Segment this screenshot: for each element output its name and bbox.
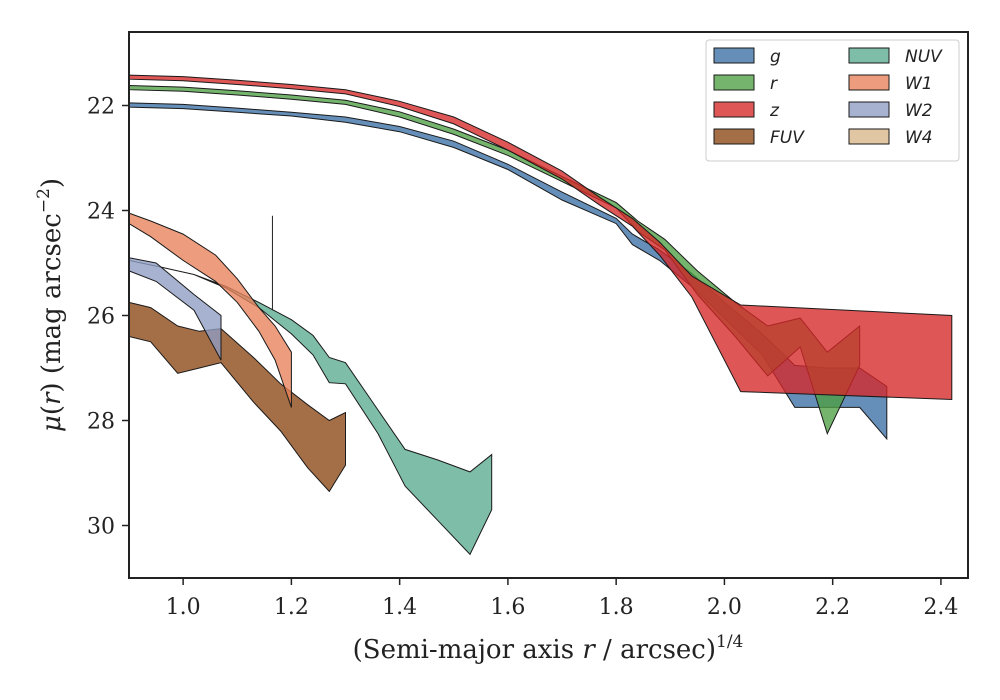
legend-swatch-w2 bbox=[848, 101, 890, 118]
plot-frame bbox=[128, 31, 969, 579]
x-tick-label: 1.8 bbox=[599, 595, 634, 620]
legend-label-fuv: FUV bbox=[770, 128, 805, 148]
legend-swatch-w1 bbox=[848, 74, 890, 91]
x-tick-label: 1.2 bbox=[274, 595, 309, 620]
band-z bbox=[128, 74, 953, 401]
y-tick-label: 24 bbox=[87, 200, 115, 225]
legend-label-z: z bbox=[769, 101, 780, 121]
legend-swatch-fuv bbox=[713, 128, 755, 145]
band-nuv bbox=[128, 259, 493, 556]
y-tick-label: 30 bbox=[87, 515, 115, 540]
x-tick-label: 2.0 bbox=[707, 595, 742, 620]
x-tick-label: 2.4 bbox=[923, 595, 958, 620]
legend-box bbox=[705, 39, 960, 162]
y-axis: 22 24 26 28 30 bbox=[87, 95, 129, 540]
y-axis-title: μ(r) (mag arcsec−2) bbox=[34, 178, 67, 432]
legend-swatch-g bbox=[713, 47, 755, 64]
x-tick-label: 1.4 bbox=[382, 595, 417, 620]
x-axis-title: (Semi-major axis r / arcsec)1/4 bbox=[353, 632, 744, 665]
legend-label-r: r bbox=[770, 74, 778, 94]
x-axis: 1.0 1.2 1.4 1.6 1.8 2.0 2.2 2.4 bbox=[166, 578, 958, 620]
legend-label-nuv: NUV bbox=[905, 47, 943, 67]
legend-swatch-nuv bbox=[848, 47, 890, 64]
legend-swatch-w4 bbox=[848, 128, 890, 145]
legend: grz FUV NUV W1 W2 W4 bbox=[705, 39, 960, 162]
x-tick-label: 2.2 bbox=[815, 595, 850, 620]
x-tick-label: 1.6 bbox=[490, 595, 525, 620]
legend-label-w4: W4 bbox=[905, 128, 933, 148]
y-tick-label: 26 bbox=[87, 305, 115, 330]
legend-label-g: g bbox=[770, 47, 781, 67]
band-fuv bbox=[128, 301, 346, 493]
legend-swatch-z bbox=[713, 101, 755, 118]
band-layer bbox=[128, 74, 953, 556]
y-tick-label: 28 bbox=[87, 410, 115, 435]
band-w2 bbox=[128, 257, 222, 361]
band-w1 bbox=[128, 212, 292, 408]
y-tick-label: 22 bbox=[87, 95, 115, 120]
legend-label-w1: W1 bbox=[905, 74, 933, 94]
band-g bbox=[128, 102, 888, 441]
x-tick-label: 1.0 bbox=[166, 595, 201, 620]
legend-swatch-r bbox=[713, 74, 755, 91]
legend-label-w2: W2 bbox=[905, 101, 933, 121]
